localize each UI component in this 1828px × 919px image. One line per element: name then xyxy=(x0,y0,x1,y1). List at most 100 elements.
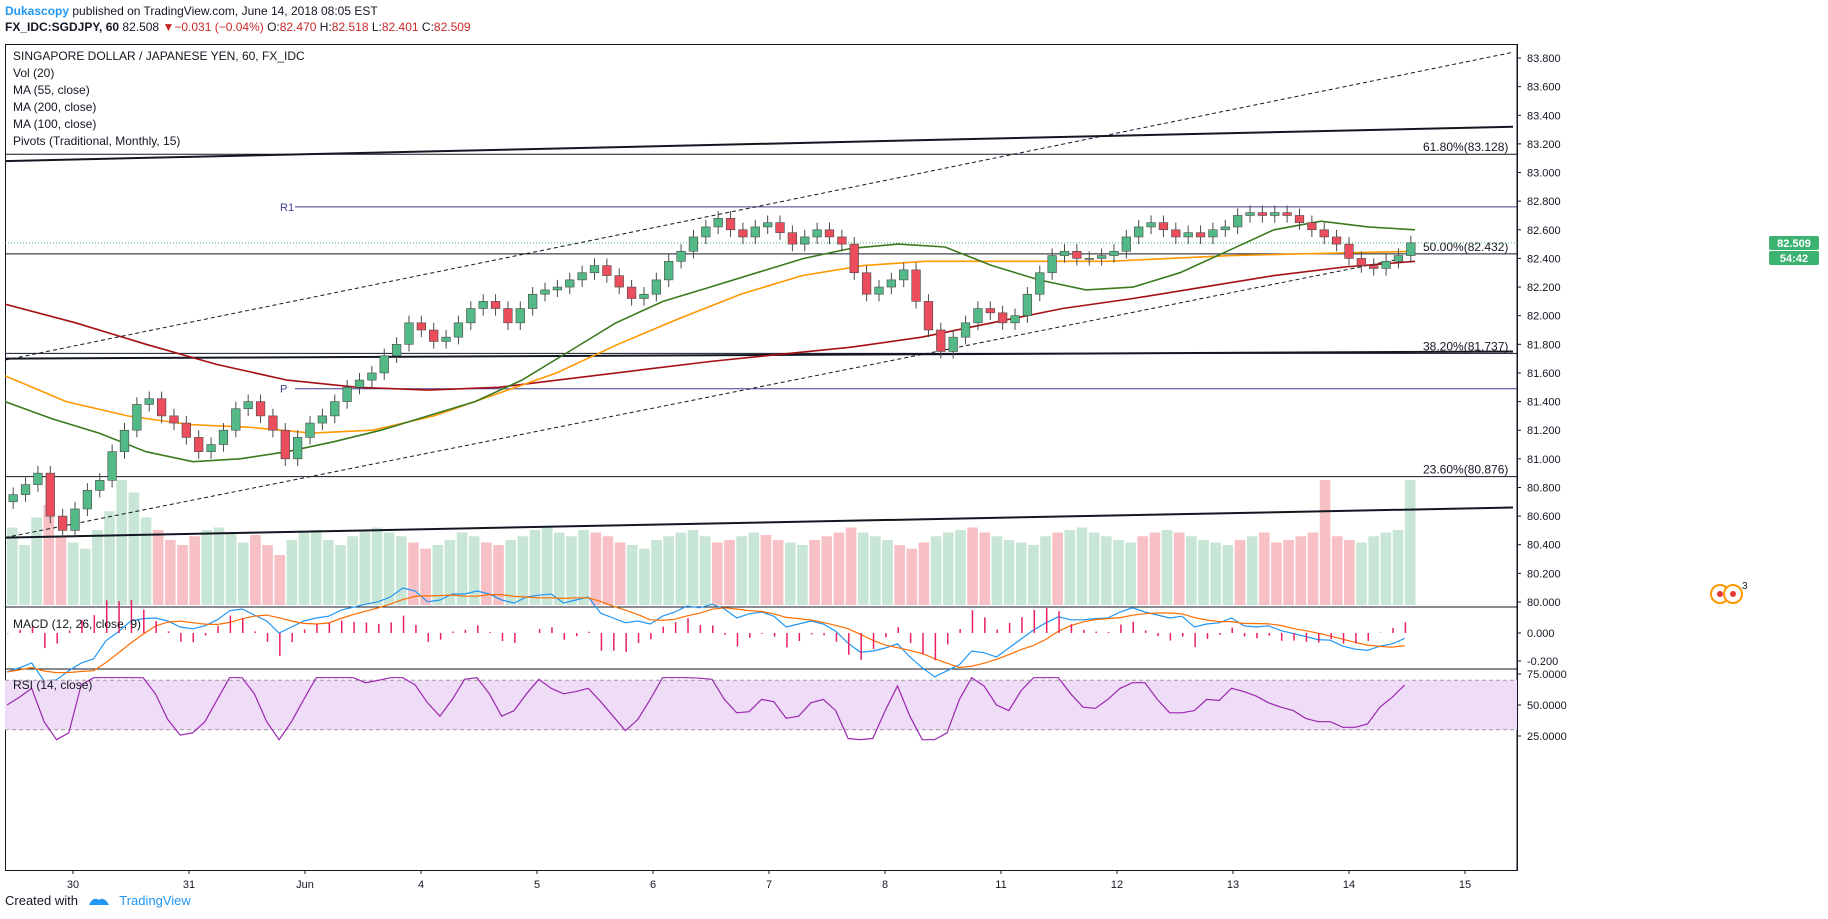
volume-bar xyxy=(1149,532,1161,605)
candle-up xyxy=(589,265,600,274)
macd-histogram-bar xyxy=(1367,633,1370,641)
volume-bar xyxy=(772,540,784,605)
candle-up xyxy=(1035,272,1045,295)
volume-bar xyxy=(1076,527,1088,605)
legend-vol: Vol (20) xyxy=(13,66,54,80)
macd-histogram-bar xyxy=(600,633,603,651)
candle-up xyxy=(119,429,130,452)
candle-up xyxy=(1183,232,1193,238)
volume-bar xyxy=(687,530,699,605)
volume-bar xyxy=(821,536,833,605)
macd-histogram-bar xyxy=(551,627,553,633)
volume-bar xyxy=(1319,480,1331,605)
macd-histogram-bar xyxy=(1305,633,1308,642)
candle-down xyxy=(1356,258,1366,266)
candle-down xyxy=(490,301,501,309)
macd-histogram-bar xyxy=(1144,630,1147,633)
channel-line xyxy=(5,51,1514,361)
macd-histogram-bar xyxy=(7,633,9,634)
macd-histogram-bar xyxy=(118,601,120,633)
volume-bar xyxy=(274,555,286,605)
macd-histogram-bar xyxy=(823,633,825,636)
volume-bar xyxy=(19,545,30,605)
macd-histogram-bar xyxy=(353,622,355,633)
candle-up xyxy=(95,480,105,491)
macd-histogram-bar xyxy=(1256,633,1258,639)
macd-histogram-bar xyxy=(266,633,269,642)
macd-histogram-bar xyxy=(1194,633,1196,648)
volume-bar xyxy=(675,532,687,605)
macd-histogram-bar xyxy=(1120,624,1122,633)
price-tick-label: 80.600 xyxy=(1527,511,1561,523)
price-chart[interactable]: 61.80%(83.128) 50.00%(82.432) 38.20%(81.73… xyxy=(5,44,1823,896)
volume-bar xyxy=(1295,536,1307,605)
volume-bar xyxy=(250,535,261,605)
candle-down xyxy=(614,275,624,288)
candle-down xyxy=(1171,229,1181,238)
created-with-label: Created with xyxy=(5,893,78,908)
volume-bar xyxy=(420,548,431,605)
macd-histogram-bar xyxy=(1157,633,1159,637)
candle-up xyxy=(565,279,575,288)
time-tick-label: 14 xyxy=(1343,879,1355,891)
macd-histogram-bar xyxy=(934,633,937,661)
candle-up xyxy=(1245,212,1255,216)
volume-bar xyxy=(1222,545,1234,605)
price-tick-label: 80.000 xyxy=(1527,597,1561,609)
macd-histogram-bar xyxy=(242,618,244,633)
macd-histogram-bar xyxy=(390,622,392,633)
macd-histogram-bar xyxy=(180,633,182,642)
candle-up xyxy=(218,429,229,445)
event-badge-icon[interactable] xyxy=(1710,584,1743,604)
macd-histogram-bar xyxy=(402,615,405,633)
candle-down xyxy=(1294,215,1305,223)
volume-bar xyxy=(882,540,893,605)
macd-histogram-bar xyxy=(1169,633,1172,641)
candle-up xyxy=(701,226,711,238)
macd-histogram-bar xyxy=(538,629,541,633)
macd-histogram-bar xyxy=(303,629,306,633)
legend-ma55: MA (55, close) xyxy=(13,83,90,97)
trendline xyxy=(5,350,1514,360)
time-tick-label: 15 xyxy=(1459,879,1471,891)
volume-bar xyxy=(371,527,383,605)
price-tick-label: 82.000 xyxy=(1527,311,1561,323)
trendline xyxy=(5,125,1514,163)
tradingview-link[interactable]: TradingView xyxy=(119,893,191,908)
candle-up xyxy=(1010,315,1020,324)
pivot-label: P xyxy=(280,384,287,396)
price-tick-label: 81.400 xyxy=(1527,397,1561,409)
macd-histogram-bar xyxy=(761,633,763,634)
volume-bar xyxy=(894,545,905,605)
volume-bar xyxy=(1198,540,1209,605)
ma55-line xyxy=(5,220,1416,463)
volume-bar xyxy=(1088,532,1100,605)
volume-bar xyxy=(1186,536,1197,605)
volume-bar xyxy=(104,511,115,605)
publisher-name[interactable]: Dukascopy xyxy=(5,4,70,18)
macd-histogram-bar xyxy=(897,627,900,633)
volume-bar xyxy=(845,527,857,605)
volume-bar xyxy=(286,540,298,605)
candle-up xyxy=(948,336,958,352)
candle-up xyxy=(1109,250,1119,256)
candle-down xyxy=(787,232,798,245)
volume-bar xyxy=(529,530,541,605)
candle-up xyxy=(1022,293,1033,316)
candle-up xyxy=(886,279,896,288)
event-badge-count: 3 xyxy=(1742,581,1748,592)
macd-histogram-bar xyxy=(996,629,998,633)
ma200-line xyxy=(5,260,1416,391)
macd-histogram-bar xyxy=(563,633,566,640)
price-tag-bg xyxy=(1769,236,1819,250)
volume-bar xyxy=(323,540,334,605)
macd-histogram-bar xyxy=(674,622,677,633)
macd-histogram-bar xyxy=(1268,633,1271,636)
candle-down xyxy=(1307,222,1317,231)
price-tick-label: 83.400 xyxy=(1527,110,1561,122)
candle-up xyxy=(552,286,563,291)
macd-histogram-bar xyxy=(44,633,46,649)
volume-bar xyxy=(955,530,966,605)
volume-bar xyxy=(797,545,808,605)
macd-histogram-bar xyxy=(155,620,157,633)
